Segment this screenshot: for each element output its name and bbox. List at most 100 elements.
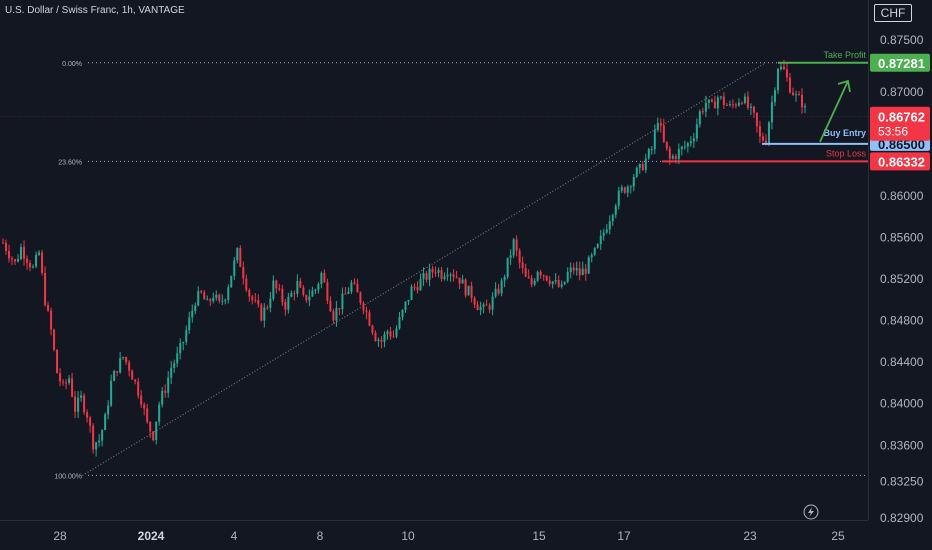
candle-body [692, 138, 695, 142]
candle-body [710, 99, 713, 102]
candle-body [341, 293, 344, 310]
candle-body [101, 430, 104, 441]
candle-body [683, 146, 686, 148]
candle-body [494, 288, 497, 297]
current-price-badge: 0.86762 [878, 110, 925, 125]
candle-body [215, 294, 218, 298]
candle-body [74, 396, 77, 412]
candle-body [749, 106, 752, 108]
candle-body [680, 146, 683, 150]
candle-body [473, 297, 476, 305]
candle-body [533, 280, 536, 285]
candle-body [329, 300, 332, 312]
candle-body [38, 252, 41, 255]
candle-body [800, 95, 803, 108]
candle-body [404, 301, 407, 310]
candle-body [464, 279, 467, 296]
candle-body [11, 258, 14, 260]
candle-body [14, 259, 17, 262]
candle-body [761, 136, 764, 141]
x-tick-label: 23 [743, 529, 757, 543]
candle-body [119, 358, 122, 373]
candle-body [53, 329, 56, 350]
candle-body [8, 251, 11, 259]
candle-body [116, 370, 119, 373]
candle-body [167, 377, 170, 393]
countdown-label: 53:56 [878, 125, 908, 139]
candle-body [209, 299, 212, 302]
candle-body [470, 285, 473, 298]
candle-body [743, 96, 746, 104]
candle-body [497, 288, 500, 294]
take-profit-badge: 0.87281 [878, 56, 925, 71]
candle-body [500, 280, 503, 294]
candle-body [317, 283, 320, 290]
candle-body [89, 417, 92, 426]
candle-body [569, 267, 572, 273]
candle-body [320, 272, 323, 284]
candle-body [194, 305, 197, 311]
candle-body [344, 293, 347, 295]
candle-body [665, 141, 668, 149]
candle-body [224, 299, 227, 301]
candle-body [311, 290, 314, 297]
candle-body [62, 381, 65, 383]
candle-body [149, 421, 152, 432]
projection-arrow-line [819, 80, 849, 143]
candle-body [572, 267, 575, 271]
candle-body [536, 271, 539, 281]
candle-body [347, 291, 350, 294]
y-tick-label: 0.87000 [880, 85, 924, 99]
candle-body [776, 69, 779, 91]
currency-button[interactable]: CHF [874, 4, 912, 22]
candle-body [104, 414, 107, 431]
x-tick-label: 25 [831, 529, 845, 543]
candle-body [251, 296, 254, 300]
candle-body [80, 395, 83, 398]
symbol-title[interactable]: U.S. Dollar / Swiss Franc, 1h, VANTAGE [5, 5, 185, 16]
candle-body [134, 379, 137, 382]
candle-body [524, 268, 527, 277]
candle-body [65, 382, 68, 384]
candle-body [155, 421, 158, 441]
candle-body [398, 317, 401, 329]
candle-body [677, 149, 680, 159]
fib-level-label: 23.60% [58, 159, 82, 166]
candle-body [590, 254, 593, 258]
candle-body [299, 281, 302, 288]
candle-body [755, 112, 758, 127]
candle-body [257, 300, 260, 305]
candle-body [455, 277, 458, 279]
x-tick-label: 4 [231, 529, 238, 543]
candle-body [626, 186, 629, 193]
x-tick-label: 28 [53, 529, 67, 543]
candle-body [266, 307, 269, 309]
candle-body [125, 357, 128, 363]
candle-body [431, 268, 434, 273]
candle-body [488, 305, 491, 310]
candle-body [143, 404, 146, 409]
x-tick-label: 17 [617, 529, 631, 543]
y-tick-label: 0.83600 [880, 438, 924, 452]
candle-body [293, 293, 296, 295]
candle-body [371, 325, 374, 333]
candle-body [17, 258, 20, 262]
candle-body [161, 390, 164, 405]
candle-body [131, 370, 134, 380]
candle-body [401, 309, 404, 318]
candle-body [611, 215, 614, 222]
candle-body [476, 304, 479, 311]
candle-body [644, 158, 647, 171]
candle-body [110, 380, 113, 406]
candle-body [671, 156, 674, 159]
candle-body [77, 397, 80, 412]
stop-loss-badge-bg [870, 152, 930, 171]
candle-body [272, 280, 275, 299]
candle-body [635, 167, 638, 177]
candle-body [698, 111, 701, 125]
x-tick-label: 2024 [138, 529, 165, 543]
candle-body [296, 281, 299, 294]
x-tick-label: 15 [532, 529, 546, 543]
